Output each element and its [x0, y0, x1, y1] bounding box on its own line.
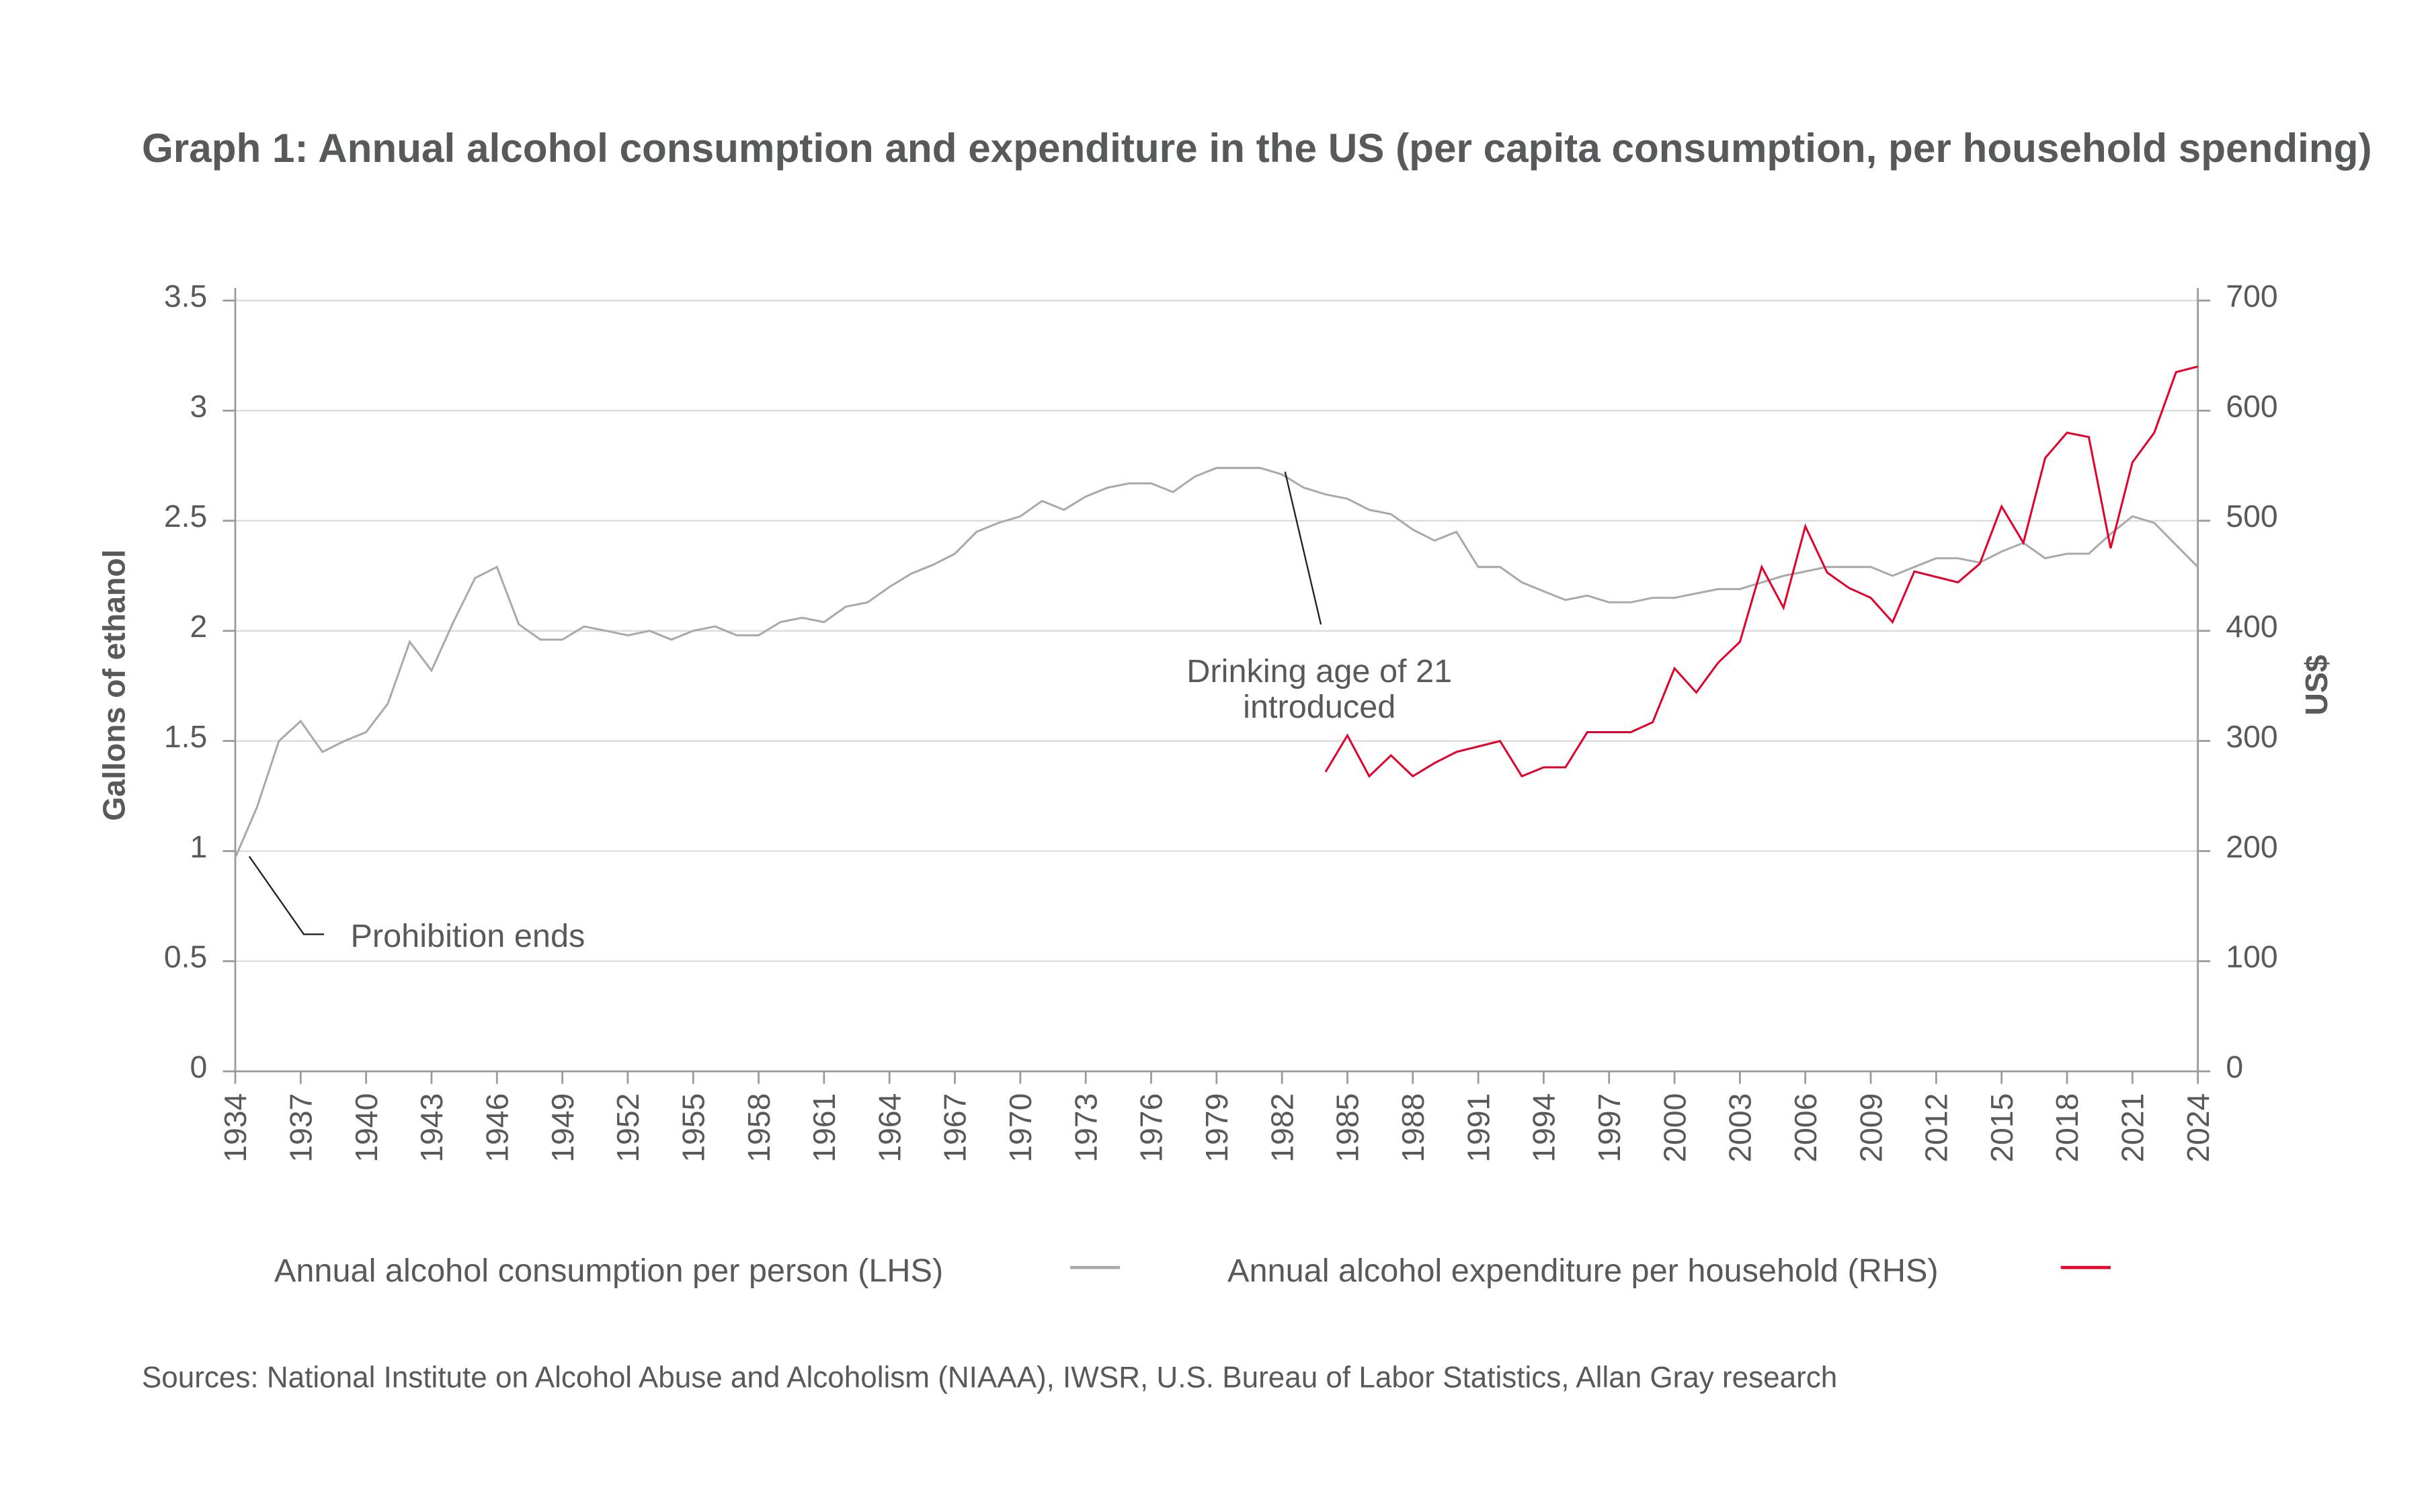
x-tick-label: 2000 [1657, 1093, 1692, 1163]
axes: 0 0.5 1 1.5 2 2.5 3 3.5 0 100 200 300 400 500 600 700 19… [164, 278, 2278, 1162]
x-tick-label: 1946 [479, 1093, 514, 1163]
annotation-drinking-age-text-2: introduced [1243, 689, 1395, 725]
x-tick-label: 1970 [1003, 1093, 1038, 1163]
x-tick-label: 1964 [872, 1093, 907, 1163]
x-tick-label: 1979 [1199, 1093, 1234, 1163]
x-tick-label: 2015 [1984, 1093, 2019, 1163]
y-left-tick-label: 3 [190, 388, 208, 423]
y-right-tick-label: 300 [2226, 719, 2277, 754]
annotation-drinking-age-text-1: Drinking age of 21 [1186, 653, 1452, 689]
x-tick-label: 1958 [741, 1093, 776, 1163]
y-left-tick-label: 2 [190, 609, 208, 644]
chart-title: Graph 1: Annual alcohol consumption and … [142, 125, 2372, 171]
annotation-prohibition: Prohibition ends [248, 855, 585, 954]
x-tick-label: 1937 [284, 1093, 319, 1163]
expenditure-line [1324, 366, 2199, 778]
y-right-tick-label: 100 [2226, 939, 2277, 974]
x-tick-label: 1949 [545, 1093, 580, 1163]
y-left-tick-label: 1.5 [164, 719, 207, 754]
x-tick-label: 1982 [1264, 1093, 1299, 1163]
x-tick-label: 2021 [2115, 1093, 2150, 1163]
x-tick-label: 1985 [1330, 1093, 1365, 1163]
legend-label-expenditure: Annual alcohol expenditure per household… [1227, 1253, 1939, 1289]
x-tick-label: 2009 [1853, 1093, 1888, 1163]
y-left-tick-label: 1 [190, 829, 208, 864]
x-tick-label: 2012 [1919, 1093, 1954, 1163]
y-right-tick-label: 200 [2226, 829, 2277, 864]
y-right-tick-label: 0 [2226, 1050, 2243, 1085]
x-tick-label: 2024 [2181, 1093, 2216, 1163]
y-right-tick-label: 500 [2226, 499, 2277, 534]
y-axis-left-label: Gallons of ethanol [96, 550, 131, 821]
x-tick-label: 1952 [610, 1093, 645, 1163]
y-right-tick-label: 600 [2226, 388, 2277, 423]
x-tick-label: 2018 [2050, 1093, 2084, 1163]
x-tick-label: 1991 [1461, 1093, 1496, 1163]
y-left-tick-label: 3.5 [164, 278, 207, 313]
annotation-leader-line [1284, 471, 1322, 625]
y-right-tick-label: 700 [2226, 278, 2277, 313]
x-tick-label: 1994 [1527, 1093, 1562, 1163]
series-group [234, 366, 2199, 858]
x-tick-label: 1997 [1592, 1093, 1627, 1163]
x-tick-label: 1961 [807, 1093, 842, 1163]
x-tick-label: 1955 [676, 1093, 711, 1163]
annotation-drinking-age: Drinking age of 21 introduced [1186, 471, 1452, 725]
x-tick-label: 1976 [1134, 1093, 1169, 1163]
y-left-tick-label: 2.5 [164, 499, 207, 534]
x-tick-label: 1940 [349, 1093, 384, 1163]
x-tick-label: 2003 [1723, 1093, 1758, 1163]
y-left-tick-label: 0.5 [164, 939, 207, 974]
y-axis-right-label: US$ [2299, 655, 2334, 715]
x-tick-label: 2006 [1788, 1093, 1823, 1163]
gridlines [235, 300, 2198, 962]
x-tick-label: 1934 [218, 1093, 253, 1163]
y-left-tick-label: 0 [190, 1050, 208, 1085]
sources-note: Sources: National Institute on Alcohol A… [142, 1361, 1837, 1394]
annotation-leader-line [248, 855, 325, 935]
x-tick-label: 1973 [1068, 1093, 1103, 1163]
x-tick-label: 1967 [938, 1093, 973, 1163]
annotation-prohibition-text: Prohibition ends [350, 918, 585, 954]
legend: Annual alcohol consumption per person (L… [274, 1253, 2111, 1289]
x-tick-label: 1943 [414, 1093, 449, 1163]
legend-label-consumption: Annual alcohol consumption per person (L… [274, 1253, 943, 1289]
x-tick-label: 1988 [1395, 1093, 1430, 1163]
y-right-tick-label: 400 [2226, 609, 2277, 644]
